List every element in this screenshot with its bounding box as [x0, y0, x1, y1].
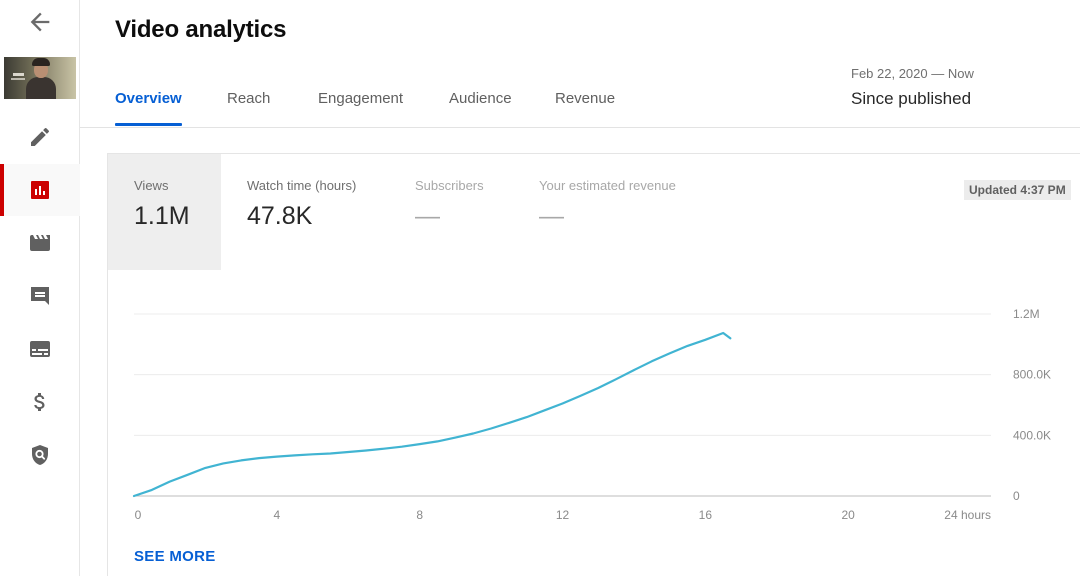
sidebar-item-details[interactable] — [0, 111, 80, 163]
tab-engagement[interactable]: Engagement — [318, 90, 404, 107]
metric-label: Subscribers — [415, 178, 484, 193]
metric-views[interactable]: Views 1.1M — [108, 154, 221, 270]
page-title: Video analytics — [115, 16, 287, 43]
y-tick-label: 0 — [1013, 489, 1020, 503]
metric-watch-time[interactable]: Watch time (hours) 47.8K — [221, 154, 391, 270]
period-selector[interactable]: Since published — [851, 89, 972, 108]
bar-chart-icon — [31, 181, 49, 199]
analytics-card: Views 1.1M Watch time (hours) 47.8K Subs… — [107, 153, 1080, 576]
sidebar-item-analytics[interactable] — [0, 164, 80, 216]
x-tick-label: 4 — [273, 508, 280, 522]
metric-value: — — [415, 202, 440, 230]
video-thumbnail[interactable] — [4, 57, 76, 99]
thumbnail-hair — [32, 58, 50, 66]
thumbnail-person — [26, 77, 56, 99]
metric-value: 47.8K — [247, 202, 313, 230]
y-tick-label: 400.0K — [1013, 428, 1051, 442]
x-tick-label: 16 — [699, 508, 713, 522]
subtitles-icon — [30, 341, 50, 357]
sidebar-item-monetization[interactable] — [0, 376, 80, 428]
sidebar-item-comments[interactable] — [0, 270, 80, 322]
metric-value: 1.1M — [134, 202, 190, 230]
date-range-label: Feb 22, 2020 — Now — [851, 66, 974, 81]
sidebar — [0, 0, 80, 576]
sidebar-item-editor[interactable] — [0, 217, 80, 269]
y-tick-label: 800.0K — [1013, 368, 1051, 382]
x-tick-label: 24 hours — [944, 508, 991, 522]
metric-estimated-revenue[interactable]: Your estimated revenue — — [513, 154, 713, 270]
copyright-shield-icon — [32, 445, 48, 465]
x-tick-label: 0 — [135, 508, 142, 522]
arrow-left-icon[interactable] — [26, 8, 54, 36]
metric-label: Your estimated revenue — [539, 178, 676, 193]
pencil-icon — [31, 127, 50, 146]
thumbnail-text-mark — [13, 73, 24, 76]
metric-subscribers[interactable]: Subscribers — — [389, 154, 514, 270]
tab-reach[interactable]: Reach — [227, 90, 271, 107]
dollar-icon — [34, 393, 45, 411]
sidebar-item-copyright[interactable] — [0, 429, 80, 481]
x-tick-label: 12 — [556, 508, 570, 522]
x-tick-label: 20 — [841, 508, 855, 522]
metric-label: Views — [134, 178, 169, 193]
x-tick-label: 8 — [416, 508, 423, 522]
tab-audience[interactable]: Audience — [449, 90, 512, 107]
clapperboard-icon — [30, 235, 50, 251]
metric-label: Watch time (hours) — [247, 178, 357, 193]
comment-icon — [31, 287, 49, 305]
y-tick-label: 1.2M — [1013, 307, 1040, 321]
sidebar-item-subtitles[interactable] — [0, 323, 80, 375]
views-series-line — [132, 331, 732, 498]
tab-divider — [80, 127, 1080, 128]
tab-revenue[interactable]: Revenue — [555, 90, 616, 107]
thumbnail-text-mark — [11, 78, 25, 80]
metric-value: — — [539, 202, 564, 230]
tab-overview[interactable]: Overview — [115, 90, 182, 126]
updated-badge: Updated 4:37 PM — [964, 180, 1071, 200]
see-more-link[interactable]: SEE MORE — [134, 548, 216, 565]
